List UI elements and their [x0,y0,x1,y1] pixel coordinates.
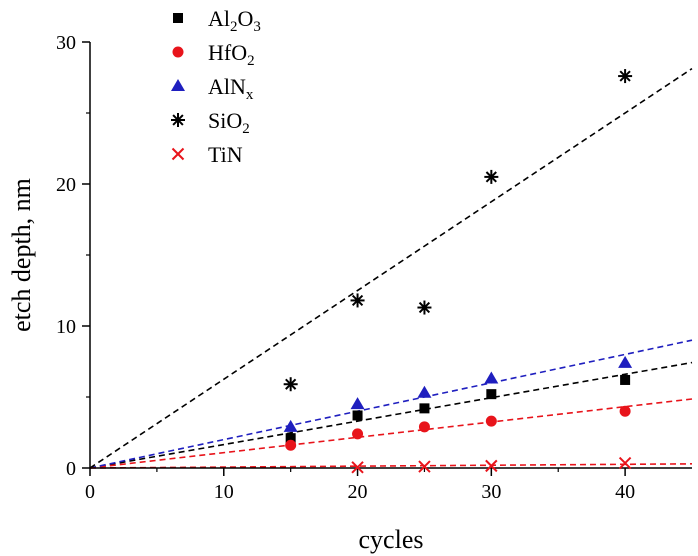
legend-marker-2 [171,79,185,91]
y-tick-label: 20 [56,174,76,196]
legend-marker-1 [172,46,184,58]
data-point-s0-p1 [352,410,363,421]
legend-entry-0: Al2O3 [208,6,261,35]
y-tick-label: 30 [56,32,76,54]
x-axis-label: cycles [359,525,424,554]
legend-entry-2: AlNx [208,74,254,103]
legend: Al2O3 HfO2 AlNx SiO2 TiN [171,6,261,167]
x-tick-label: 20 [348,481,368,503]
data-points [283,69,633,474]
x-tick-label: 40 [615,481,635,503]
legend-marker-3 [171,113,185,127]
data-point-s2-p1 [350,397,365,410]
x-tick-label: 10 [214,481,234,503]
data-point-s3-p4 [618,69,633,84]
legend-entry-4: TiN [208,142,243,167]
data-point-s2-p0 [283,419,298,432]
legend-entry-3: SiO2 [208,108,250,137]
data-point-s0-p3 [486,389,497,400]
legend-marker-0 [173,13,183,23]
y-tick-label: 10 [56,316,76,338]
data-point-s3-p2 [417,300,432,315]
data-point-s0-p2 [419,403,430,414]
data-point-s4-p1 [418,460,431,473]
legend-entry-1: HfO2 [208,40,255,69]
x-tick-label: 0 [85,481,95,503]
y-tick-label: 0 [66,458,76,480]
data-point-s3-p0 [283,377,298,392]
y-axis-label: etch depth, nm [7,178,36,332]
data-point-s1-p1 [352,428,364,440]
axes [89,42,692,469]
data-point-s4-p3 [618,456,632,470]
data-point-s1-p0 [285,439,297,451]
legend-marker-4 [171,147,185,161]
ticks: 0 10 20 30 40 0 10 20 30 [56,32,635,503]
fit-lines [89,67,693,469]
data-point-s4-p2 [485,459,498,473]
fit-line-2 [89,339,693,469]
fit-line-0 [89,361,693,469]
data-point-s2-p4 [618,355,633,368]
data-point-s0-p4 [620,374,631,385]
data-point-s3-p1 [350,293,365,308]
data-point-s2-p2 [417,385,432,398]
data-point-s1-p2 [418,421,430,433]
fit-line-1 [89,398,693,469]
data-point-s4-p0 [351,461,364,474]
data-point-s3-p3 [484,169,499,184]
data-point-s0-p0 [285,433,296,444]
x-tick-label: 30 [481,481,501,503]
fit-line-3 [89,67,693,469]
data-point-s1-p3 [485,415,497,427]
data-point-s2-p3 [484,371,499,384]
data-point-s1-p4 [619,405,631,417]
